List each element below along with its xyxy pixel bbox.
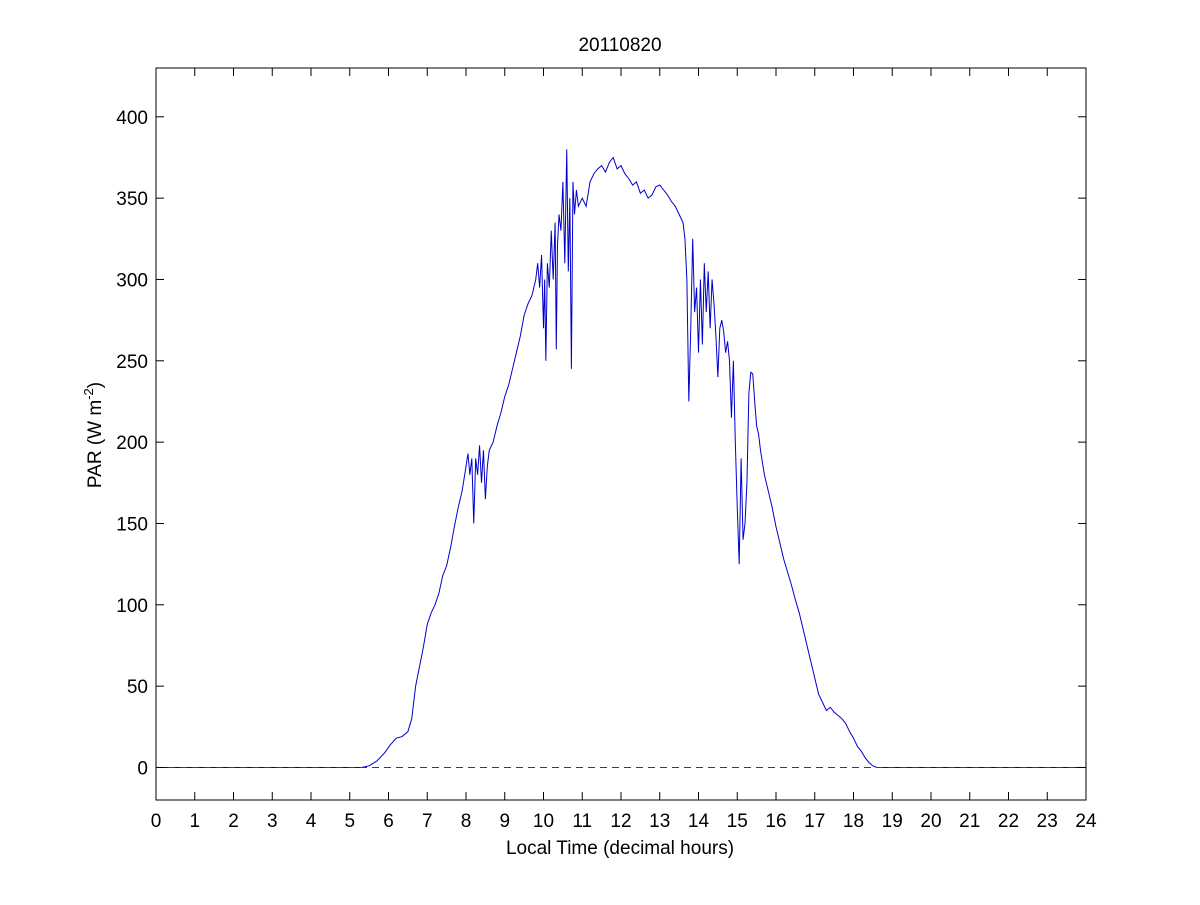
y-tick-label: 300 (116, 270, 148, 291)
y-tick-label: 350 (116, 189, 148, 210)
x-tick-label: 14 (688, 811, 710, 832)
x-tick-label: 2 (228, 811, 239, 832)
y-tick-label: 400 (116, 108, 148, 129)
x-tick-label: 20 (920, 811, 941, 832)
x-tick-label: 5 (344, 811, 355, 832)
y-tick-label: 150 (116, 514, 148, 535)
x-tick-label: 23 (1037, 811, 1058, 832)
y-axis-label-superscript: -2 (81, 388, 96, 400)
x-tick-label: 10 (533, 811, 554, 832)
x-tick-label: 18 (843, 811, 864, 832)
x-tick-label: 6 (383, 811, 394, 832)
x-tick-label: 16 (765, 811, 786, 832)
x-tick-label: 21 (959, 811, 980, 832)
y-tick-label: 0 (137, 758, 148, 779)
chart-title: 20110820 (578, 35, 661, 56)
x-tick-label: 3 (267, 811, 278, 832)
x-tick-label: 9 (499, 811, 510, 832)
x-tick-label: 24 (1075, 811, 1097, 832)
x-tick-label: 17 (804, 811, 825, 832)
x-tick-label: 0 (151, 811, 162, 832)
x-axis-label: Local Time (decimal hours) (506, 838, 734, 859)
par-series-line (156, 149, 1086, 768)
y-axis-label-prefix: PAR (W m (85, 400, 106, 488)
y-tick-label: 50 (127, 677, 148, 698)
x-tick-label: 12 (610, 811, 631, 832)
x-tick-label: 22 (998, 811, 1019, 832)
x-tick-label: 7 (422, 811, 433, 832)
y-tick-label: 250 (116, 352, 148, 373)
y-tick-label: 200 (116, 433, 148, 454)
x-tick-label: 4 (306, 811, 317, 832)
x-tick-label: 15 (727, 811, 748, 832)
y-axis-label-suffix: ) (85, 382, 106, 388)
y-tick-label: 100 (116, 596, 148, 617)
x-tick-label: 19 (882, 811, 903, 832)
x-tick-label: 11 (572, 811, 592, 832)
x-tick-label: 8 (461, 811, 472, 832)
x-tick-label: 1 (189, 811, 200, 832)
y-axis-label: PAR (W m-2) (81, 382, 106, 488)
x-tick-label: 13 (649, 811, 670, 832)
